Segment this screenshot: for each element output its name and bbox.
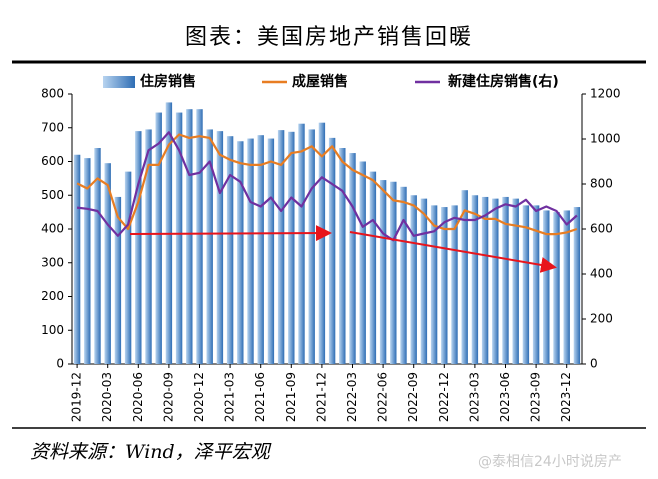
y-tick-label: 600: [41, 154, 64, 168]
bar: [502, 196, 509, 364]
x-tick-label: 2020-03: [100, 372, 114, 422]
legend-label: 住房销售: [140, 73, 196, 90]
bar: [196, 109, 203, 364]
bar: [420, 198, 428, 364]
bar: [288, 131, 295, 364]
x-tick-label: 2023-12: [559, 372, 573, 422]
x-tick-label: 2019-12: [70, 372, 84, 422]
bar: [563, 210, 570, 364]
bar: [471, 195, 479, 364]
bar: [328, 137, 336, 364]
bar: [532, 205, 540, 364]
bar: [349, 153, 356, 364]
bar: [247, 138, 254, 364]
bar: [114, 196, 122, 364]
x-tick-label: 2022-03: [345, 372, 359, 422]
x-tick-label: 2020-12: [192, 372, 206, 422]
y-tick-label: 400: [41, 222, 64, 236]
bar: [573, 207, 581, 364]
chart-title: 图表：美国房地产销售回暖: [185, 25, 473, 50]
bar: [267, 138, 275, 364]
bar: [155, 112, 162, 364]
bar: [461, 190, 468, 364]
line: [76, 131, 578, 242]
y-tick-label: 100: [41, 323, 64, 337]
legend-label: 新建住房销售(右): [448, 73, 559, 90]
legend-label: 成屋销售: [292, 73, 348, 90]
plot: 0 100 200 300 400 500 600 700 800 0 200 400 600 800 10…: [41, 87, 620, 423]
x-tick-label: 2021-06: [253, 372, 267, 422]
bar: [430, 205, 438, 364]
bar: [451, 205, 458, 364]
bar: [481, 196, 489, 364]
y2-tick-label: 600: [590, 222, 613, 236]
legend-swatch: [103, 76, 135, 88]
bar: [216, 131, 224, 364]
bar: [308, 129, 315, 364]
bar: [522, 205, 530, 364]
x-tick-label: 2022-09: [406, 372, 420, 422]
x-tick-label: 2022-12: [437, 372, 451, 422]
bar: [318, 122, 326, 364]
x-tick-label: 2021-09: [284, 372, 298, 422]
y-tick-label: 800: [41, 87, 64, 101]
line: [76, 133, 578, 236]
bar: [369, 171, 377, 364]
bar: [298, 123, 305, 364]
bar: [175, 112, 183, 364]
y2-tick-label: 400: [590, 267, 613, 281]
bar: [135, 131, 142, 364]
bar: [339, 148, 346, 364]
bar: [379, 180, 387, 364]
y2-tick-label: 1000: [590, 132, 621, 146]
bar: [257, 135, 264, 364]
y-tick-label: 700: [41, 120, 64, 134]
bar: [400, 186, 407, 364]
watermark: @泰相信24小时说房产: [478, 454, 622, 470]
bar: [410, 195, 417, 364]
y-tick-label: 300: [41, 255, 64, 269]
arrow: [349, 231, 557, 273]
bar: [145, 129, 152, 364]
bar: [124, 171, 132, 364]
y2-tick-label: 0: [590, 357, 598, 371]
y2-tick-label: 800: [590, 177, 613, 191]
y-tick-label: 0: [56, 357, 64, 371]
x-tick-label: 2020-09: [161, 372, 175, 422]
y-tick-label: 500: [41, 188, 64, 202]
x-tick-label: 2022-06: [376, 372, 390, 422]
bar: [186, 109, 193, 364]
bar: [237, 141, 244, 364]
bar: [94, 148, 101, 364]
bar: [277, 130, 285, 364]
x-tick-label: 2020-06: [131, 372, 145, 422]
bar: [104, 163, 111, 364]
y2-tick-label: 1200: [590, 87, 621, 101]
bar: [492, 198, 499, 364]
bar: [553, 212, 560, 364]
y2-tick-label: 200: [590, 312, 613, 326]
y-tick-label: 200: [41, 289, 64, 303]
bar: [441, 207, 448, 364]
x-tick-label: 2023-06: [498, 372, 512, 422]
bar: [226, 136, 234, 364]
source: 资料来源：Wind，泽平宏观: [30, 441, 272, 463]
bar: [73, 154, 81, 364]
x-tick-label: 2021-12: [314, 372, 328, 422]
bar: [543, 210, 550, 364]
x-tick-label: 2021-03: [223, 372, 237, 422]
bar: [84, 158, 91, 364]
bar: [390, 181, 397, 364]
bar: [512, 198, 519, 364]
bar: [206, 129, 213, 364]
arrow: [129, 225, 332, 242]
x-tick-label: 2023-03: [467, 372, 481, 422]
x-tick-label: 2023-09: [529, 372, 543, 422]
bar: [359, 161, 366, 364]
